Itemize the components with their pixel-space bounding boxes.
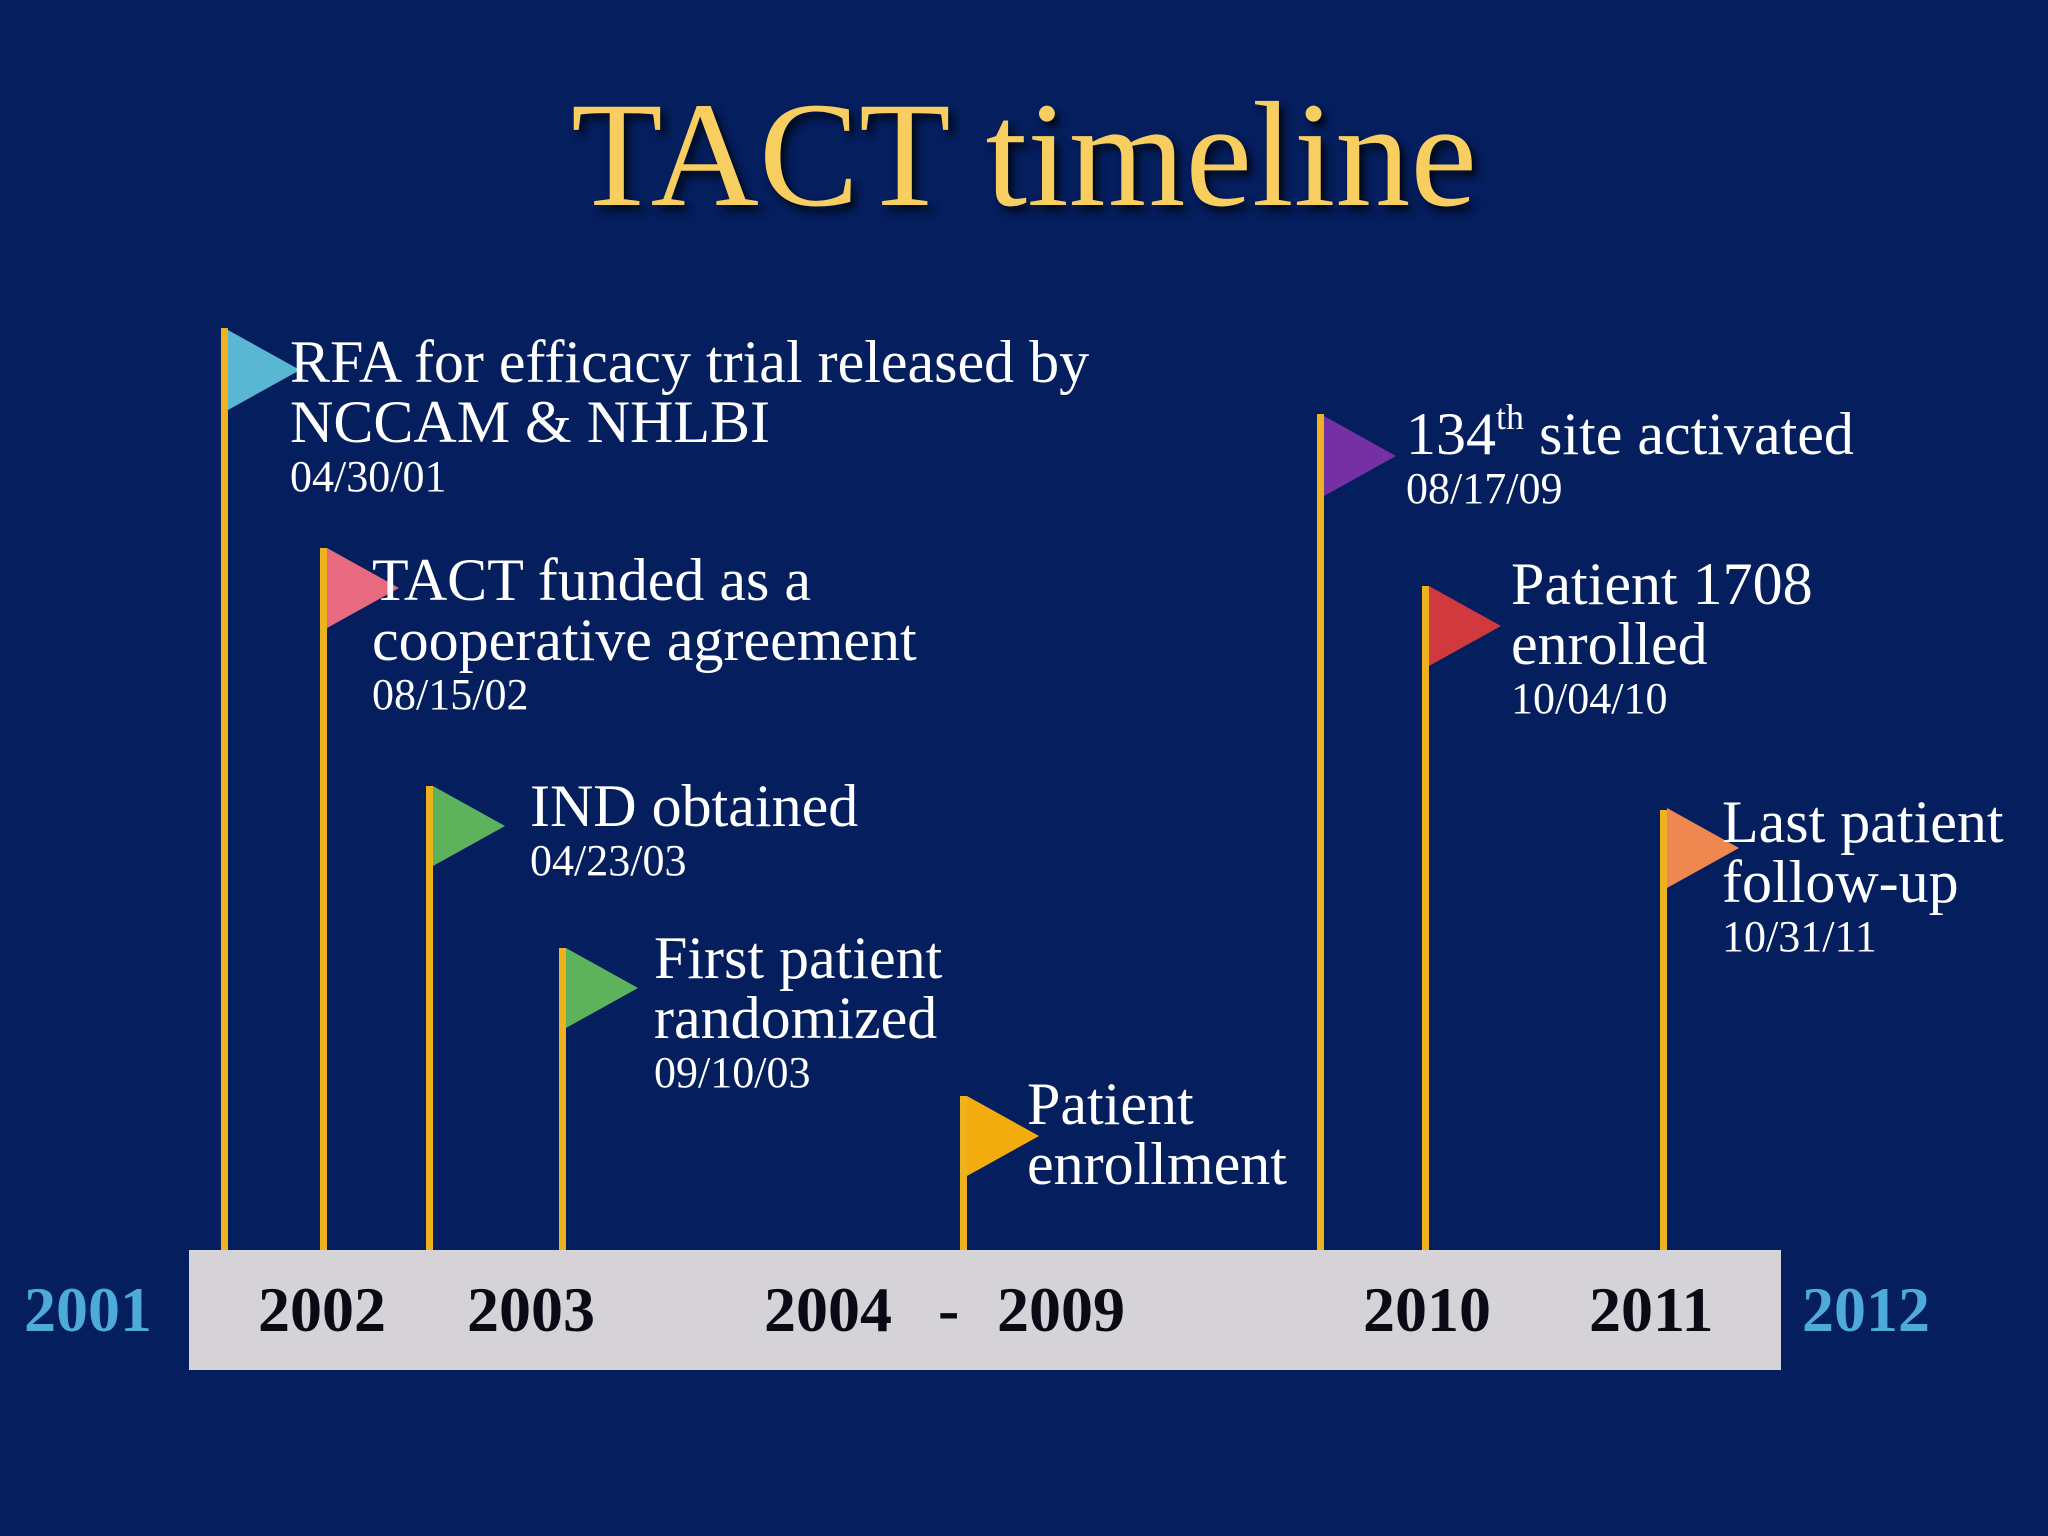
timeline-event: 134th site activated 08/17/09 (1406, 399, 1854, 514)
flag-icon (967, 1096, 1039, 1176)
event-description: Last patient (1722, 789, 2004, 855)
axis-range-dash: - (938, 1274, 960, 1345)
event-description: enrolled (1511, 611, 1708, 677)
timeline-event: First patient randomized 09/10/03 (654, 928, 942, 1098)
flag-pole (1660, 810, 1667, 1250)
event-description: cooperative agreement (372, 607, 917, 673)
event-description: enrollment (1027, 1131, 1287, 1197)
flag-icon (327, 548, 399, 628)
event-description: Patient (1027, 1071, 1194, 1137)
event-description: First patient (654, 925, 943, 991)
event-date: 10/04/10 (1511, 674, 1668, 723)
event-date: 08/17/09 (1406, 464, 1563, 513)
event-date: 08/15/02 (372, 670, 529, 719)
event-date: 10/31/11 (1722, 912, 1877, 961)
event-description: NCCAM & NHLBI (290, 389, 771, 455)
axis-year-label: 2003 (467, 1274, 595, 1345)
flag-icon (433, 786, 505, 866)
event-description: TACT funded as a (372, 547, 811, 613)
flag-pole (559, 948, 566, 1250)
flag-pole (426, 786, 433, 1250)
flag-icon (566, 948, 638, 1028)
timeline-event: Patient enrollment (1027, 1074, 1287, 1194)
site-number: 134 (1406, 401, 1496, 467)
event-description: 134th site activated (1406, 399, 1854, 467)
timeline-axis-bar (189, 1250, 1781, 1370)
flag-pole (221, 328, 228, 1250)
axis-year-label: 2011 (1589, 1274, 1714, 1345)
event-date: 04/23/03 (530, 836, 687, 885)
ordinal-suffix: th (1496, 397, 1525, 437)
flag-icon (228, 330, 300, 410)
flag-icon (1667, 808, 1739, 888)
event-description: IND obtained (530, 773, 859, 839)
axis-year-label: 2009 (997, 1274, 1125, 1345)
axis-year-label: 2004 (764, 1274, 892, 1345)
flag-pole (320, 548, 327, 1250)
axis-end-year: 2012 (1802, 1274, 1930, 1345)
slide-title: TACT timeline (571, 72, 1477, 238)
event-description: randomized (654, 985, 938, 1051)
event-date: 04/30/01 (290, 452, 447, 501)
flag-icon (1429, 586, 1501, 666)
flag-pole (1422, 586, 1429, 1250)
event-description: Patient 1708 (1511, 551, 1813, 617)
flag-pole (1317, 414, 1324, 1250)
axis-year-label: 2010 (1363, 1274, 1491, 1345)
event-description: RFA for efficacy trial released by (290, 329, 1090, 395)
axis-start-year: 2001 (24, 1274, 152, 1345)
event-date: 09/10/03 (654, 1048, 811, 1097)
event-description: follow-up (1722, 849, 1959, 915)
timeline-event: RFA for efficacy trial released by NCCAM… (290, 332, 1089, 502)
timeline-event: TACT funded as a cooperative agreement 0… (372, 550, 917, 720)
flag-pole (960, 1096, 967, 1250)
timeline-event: Patient 1708 enrolled 10/04/10 (1511, 554, 1813, 724)
event-text: site activated (1524, 401, 1854, 467)
timeline-event: Last patient follow-up 10/31/11 (1722, 792, 2004, 962)
axis-year-label: 2002 (258, 1274, 386, 1345)
flag-icon (1324, 416, 1396, 496)
timeline-event: IND obtained 04/23/03 (530, 776, 858, 886)
